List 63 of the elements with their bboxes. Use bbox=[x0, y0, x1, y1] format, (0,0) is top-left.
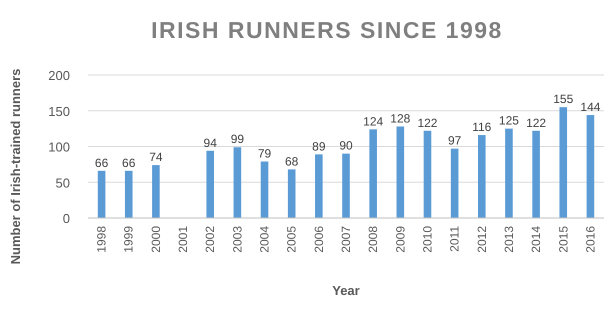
x-tick-label: 2004 bbox=[258, 226, 272, 253]
data-label: 124 bbox=[363, 114, 384, 128]
data-label: 128 bbox=[390, 111, 411, 126]
x-tick-label: 2007 bbox=[339, 226, 353, 253]
bar bbox=[450, 148, 458, 218]
data-label: 144 bbox=[580, 100, 601, 114]
data-label: 66 bbox=[122, 156, 136, 170]
bar bbox=[505, 128, 513, 218]
chart-title: IRISH RUNNERS SINCE 1998 bbox=[151, 17, 503, 43]
x-tick-label: 2012 bbox=[474, 226, 489, 253]
data-label: 94 bbox=[204, 136, 218, 150]
x-tick-label: 1999 bbox=[122, 226, 136, 253]
bar bbox=[288, 169, 296, 218]
bar bbox=[124, 170, 133, 218]
data-label: 97 bbox=[448, 134, 462, 148]
y-axis-title: Number of Irish-trained runners bbox=[8, 68, 23, 264]
x-tick-label: 2008 bbox=[366, 226, 380, 253]
bar bbox=[260, 162, 268, 218]
bar bbox=[424, 130, 432, 218]
data-label: 74 bbox=[149, 150, 163, 164]
x-tick-label: 2014 bbox=[529, 226, 544, 253]
bar bbox=[98, 170, 106, 218]
x-tick-label: 2015 bbox=[556, 226, 570, 253]
y-tick-label: 150 bbox=[48, 104, 70, 119]
data-label: 66 bbox=[94, 156, 109, 170]
y-tick-label: 50 bbox=[56, 175, 70, 190]
x-tick-label: 2005 bbox=[284, 226, 299, 253]
x-tick-label: 2009 bbox=[393, 226, 408, 253]
y-tick-label: 200 bbox=[48, 68, 70, 83]
bar bbox=[396, 126, 404, 218]
bar bbox=[342, 154, 350, 218]
x-tick-label: 2010 bbox=[420, 226, 434, 253]
x-tick-label: 2006 bbox=[312, 226, 326, 253]
data-label: 68 bbox=[285, 154, 299, 168]
x-tick-label: 2013 bbox=[502, 226, 516, 253]
bar bbox=[586, 115, 594, 218]
data-label: 155 bbox=[553, 92, 574, 106]
bar bbox=[234, 147, 242, 218]
x-tick-label: 2011 bbox=[448, 226, 462, 252]
bar bbox=[315, 154, 323, 218]
y-tick-label: 0 bbox=[62, 211, 70, 226]
bar bbox=[532, 130, 540, 218]
x-tick-label: 2003 bbox=[230, 226, 244, 253]
data-label: 125 bbox=[498, 114, 520, 128]
x-tick-label: 2002 bbox=[203, 226, 218, 253]
bar bbox=[559, 107, 568, 218]
data-label: 90 bbox=[339, 138, 353, 153]
bar bbox=[206, 150, 214, 218]
bar bbox=[369, 129, 377, 218]
data-label: 89 bbox=[312, 139, 326, 154]
x-tick-label: 2001 bbox=[176, 226, 190, 253]
bar bbox=[152, 165, 160, 218]
data-label: 122 bbox=[526, 116, 546, 130]
data-label: 116 bbox=[472, 120, 492, 134]
x-tick-label: 2016 bbox=[583, 226, 598, 253]
x-tick-label: 2000 bbox=[148, 226, 163, 253]
data-label: 122 bbox=[417, 116, 438, 130]
data-label: 79 bbox=[258, 146, 272, 161]
x-axis-title: Year bbox=[332, 283, 360, 298]
x-tick-label: 1998 bbox=[94, 226, 109, 253]
bar bbox=[478, 135, 486, 218]
y-tick-label: 100 bbox=[48, 140, 70, 154]
data-label: 99 bbox=[230, 132, 244, 146]
